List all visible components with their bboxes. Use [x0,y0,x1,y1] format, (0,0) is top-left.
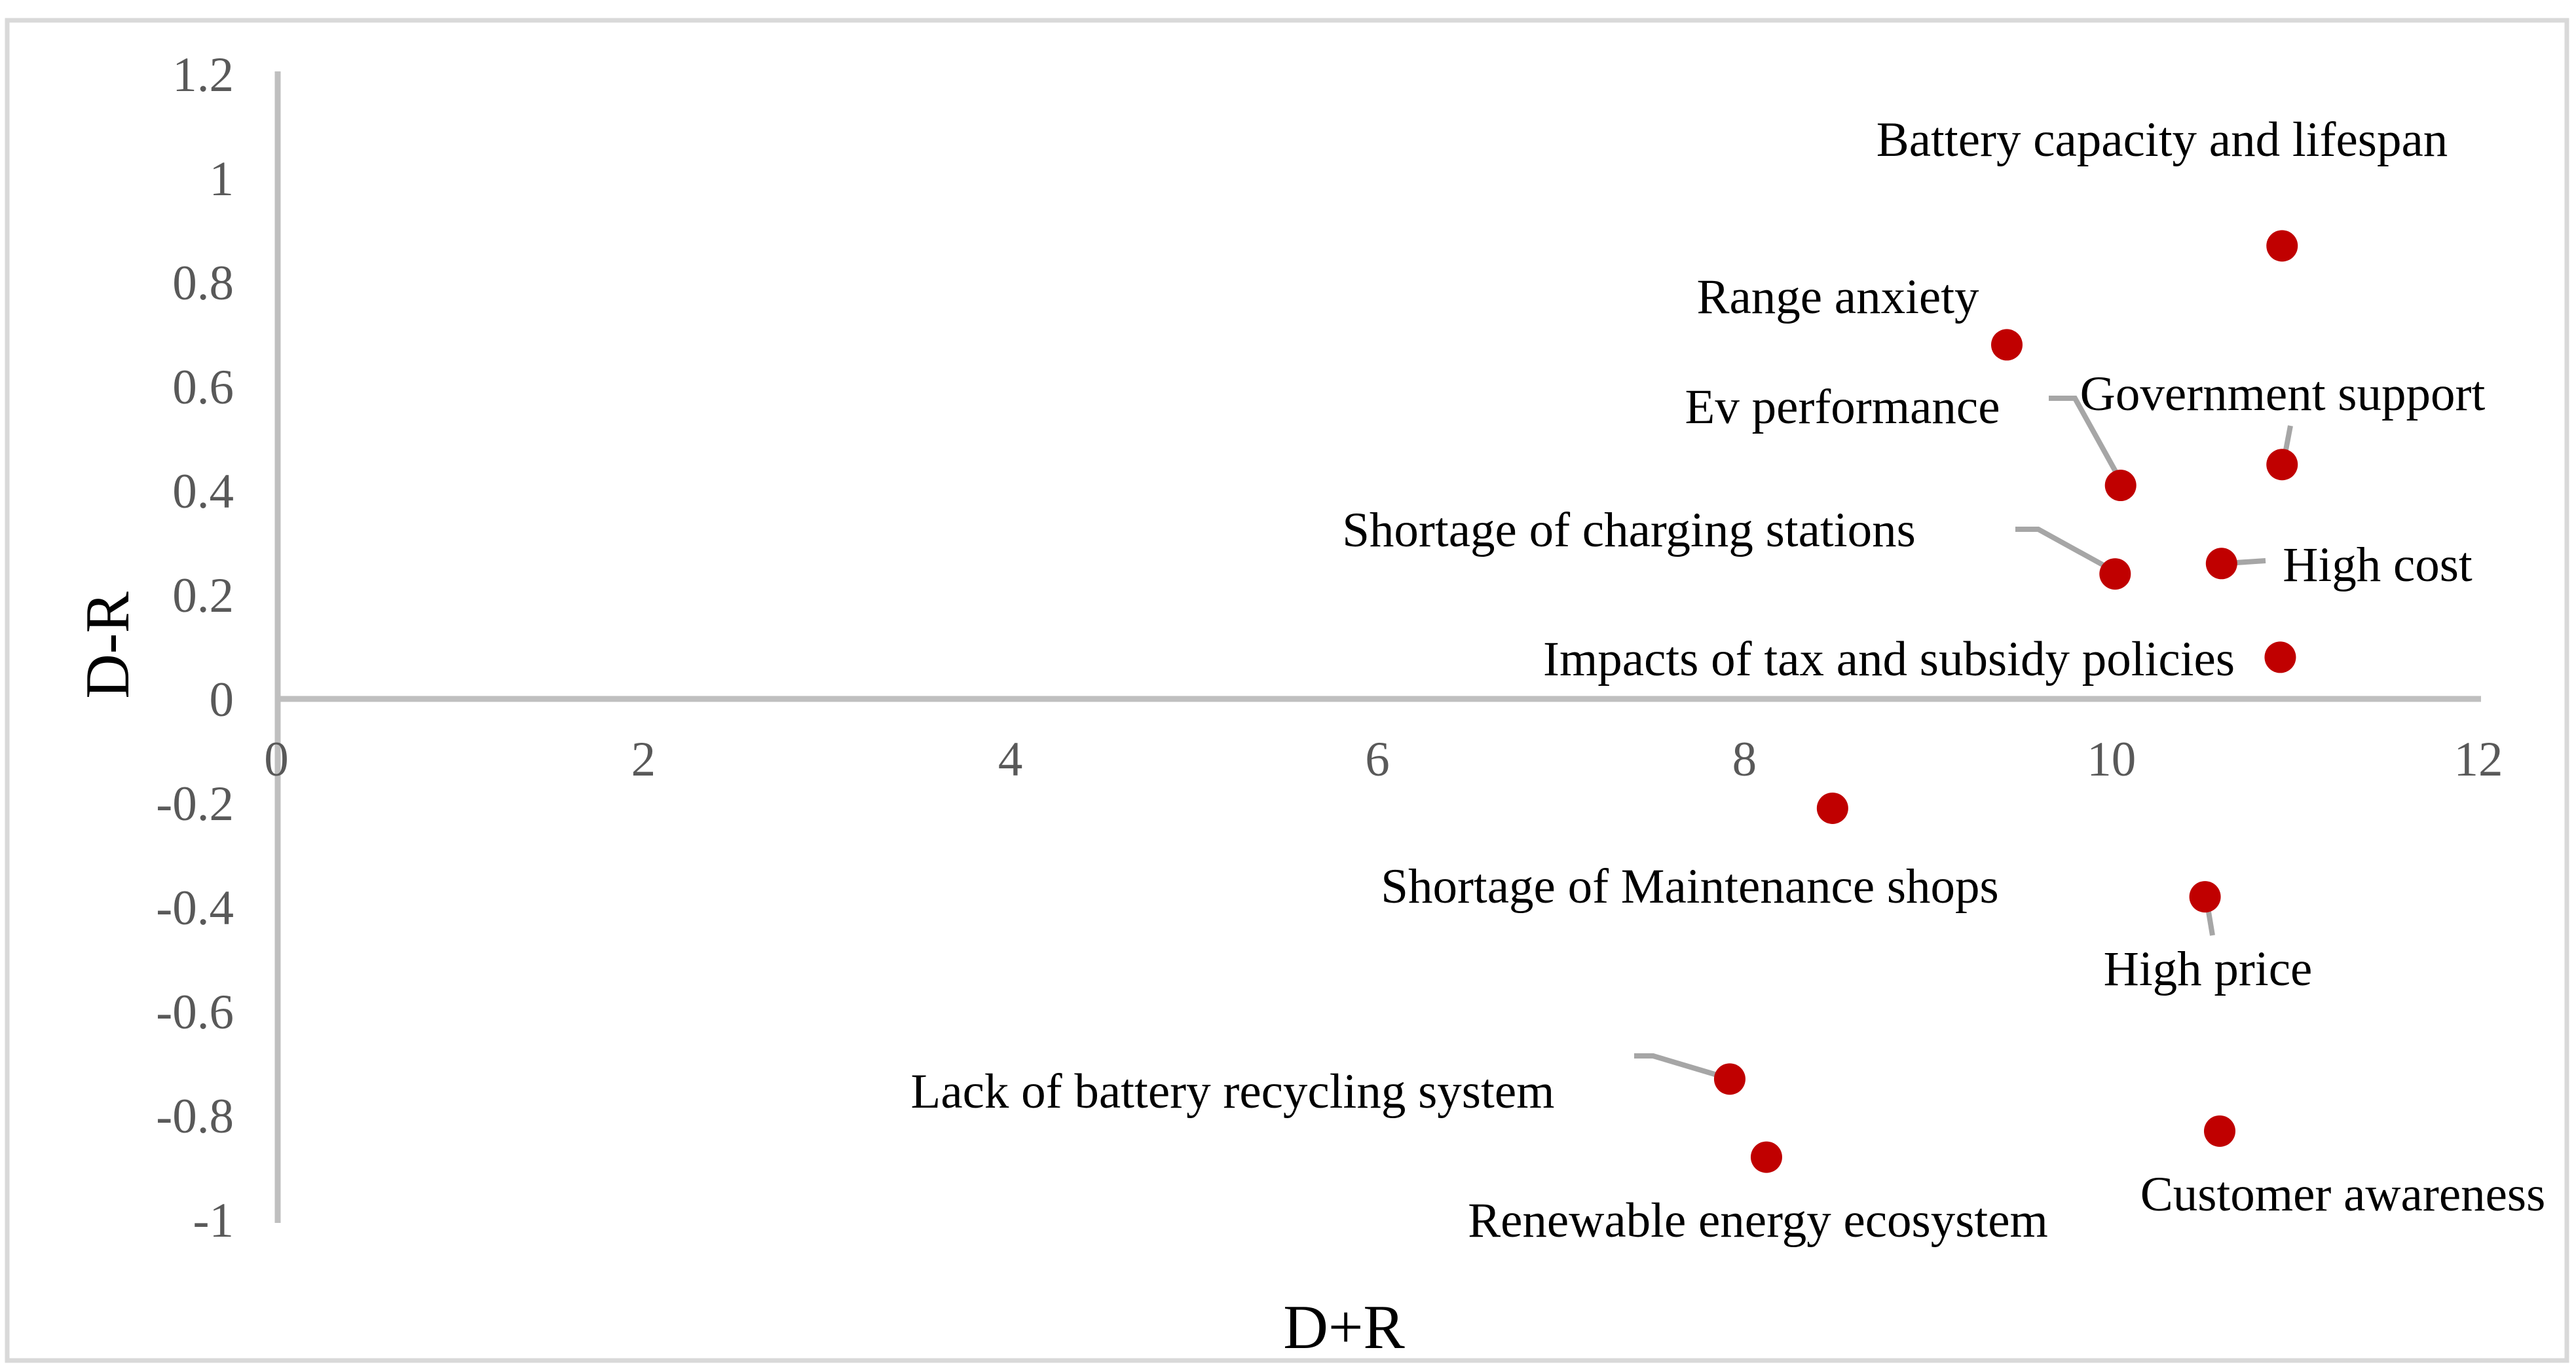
figure-border [5,18,2569,1363]
data-point-label: Ev performance [1685,380,2000,434]
data-point-label: Battery capacity and lifespan [1876,113,2448,167]
data-point-marker [1816,792,1848,824]
y-tick-label: 0.6 [172,360,234,415]
y-tick-label: 0.4 [172,464,234,519]
data-point-marker [2205,548,2237,580]
x-tick-label: 10 [2087,732,2136,787]
y-tick-label: -0.2 [156,777,234,831]
data-points [1713,230,2298,1173]
data-point-marker [2266,449,2298,481]
y-tick-label: 1 [210,152,234,206]
callout-line [2049,396,2124,483]
x-tick-label: 4 [998,732,1023,787]
y-tick-label: -1 [193,1193,234,1248]
data-point-label: Shortage of Maintenance shops [1381,859,1999,914]
data-point-marker [2266,230,2298,262]
data-point-label: Lack of battery recycling system [911,1064,1555,1119]
data-point-marker [2264,641,2296,673]
y-tick-label: -0.8 [156,1089,234,1144]
x-tick-label: 6 [1365,732,1390,787]
callout-line [2015,527,2117,574]
data-point-label: Government support [2080,367,2486,421]
y-tick-label: -0.4 [156,881,234,935]
data-point-marker [2204,1115,2236,1147]
y-tick-label: -0.6 [156,985,234,1040]
x-tick-label: 2 [631,732,656,787]
y-axis-title: D-R [73,591,142,699]
x-axis-tick-labels: 0 2 4 6 8 10 12 [264,732,2503,787]
callout-line [1634,1053,1729,1081]
y-tick-label: 0.2 [172,569,234,623]
y-tick-label: 0 [210,673,234,727]
y-axis-tick-labels: 1.2 1 0.8 0.6 0.4 0.2 0 -0.2 -0.4 -0.6 -0.8 -1 [156,48,234,1248]
data-point-label: Shortage of charging stations [1342,503,1916,557]
x-axis-title: D+R [1283,1292,1405,1362]
data-point-label: Range anxiety [1696,270,1979,324]
data-point-label: Impacts of tax and subsidy policies [1543,632,2235,686]
data-point-label: High price [2104,942,2313,996]
data-point-marker [2099,558,2131,590]
data-point-marker [2189,881,2221,913]
data-point-label: High cost [2283,538,2473,592]
x-tick-label: 8 [1732,732,1757,787]
x-tick-label: 0 [264,732,289,787]
y-tick-label: 1.2 [172,48,234,102]
y-tick-label: 0.8 [172,256,234,310]
data-point-marker [1750,1141,1782,1173]
data-point-labels: Battery capacity and lifespan Range anxie… [911,113,2546,1248]
data-point-label: Customer awareness [2140,1167,2546,1222]
data-point-marker [2104,470,2137,502]
data-point-marker [1991,329,2023,361]
x-tick-label: 12 [2454,732,2503,787]
data-point-marker [1713,1063,1745,1095]
data-point-label: Renewable energy ecosystem [1468,1193,2048,1248]
